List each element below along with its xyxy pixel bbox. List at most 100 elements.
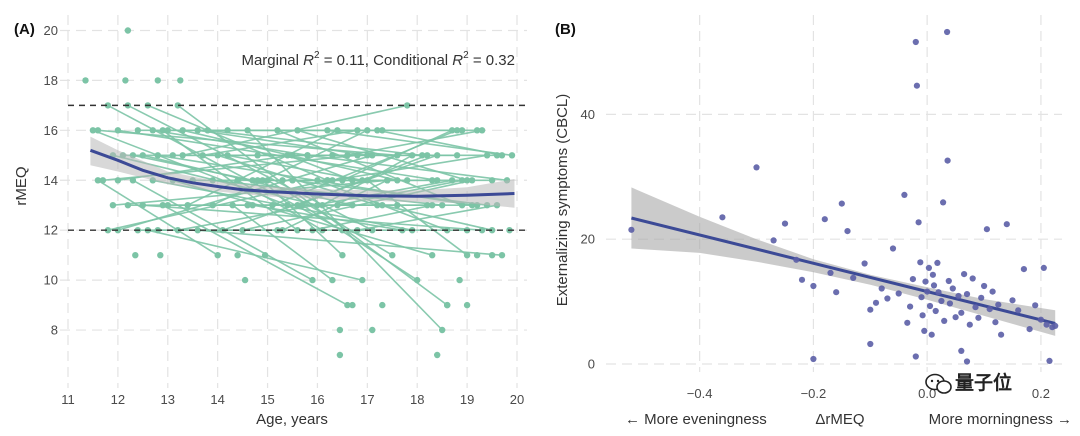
panel-a-x-tick-label: 12 [111, 392, 125, 407]
panel-a-x-tick-label: 19 [460, 392, 474, 407]
panel-a-fit-curve [89, 148, 515, 198]
panel-b-point [850, 274, 857, 281]
panel-a-point [336, 326, 344, 334]
panel-a-point [104, 102, 112, 109]
panel-a-point [157, 252, 164, 259]
panel-a-point [139, 152, 146, 159]
panel-a-point [174, 102, 181, 109]
panel-a-point [164, 202, 171, 209]
panel-a-point [439, 202, 446, 209]
panel-b-point [1032, 302, 1039, 309]
panel-a-point [498, 252, 506, 259]
panel-b-point [919, 312, 926, 319]
panel-a-point [194, 127, 201, 134]
panel-b-point [861, 260, 868, 267]
panel-a-point [179, 127, 186, 134]
panel-a-point [114, 127, 122, 134]
panel-a-x-tick-label: 20 [510, 392, 524, 407]
panel-a-point [409, 152, 416, 159]
panel-a-trajectory-line [312, 204, 433, 231]
panel-b-point [872, 299, 880, 306]
panel-a-trajectory-line [297, 129, 468, 182]
panel-a-point [394, 152, 401, 159]
panel-a-trajectory-line [332, 154, 488, 182]
panel-a-trajectory-line [232, 204, 333, 281]
panel-a-tick-labels: 11 12 13 14 15 16 17 18 19 20 8 10 12 14 16 18 20 [44, 23, 525, 407]
panel-a-point [289, 152, 296, 159]
panel-a-point [453, 127, 461, 134]
panel-b-point [961, 271, 968, 278]
panel-a-point [473, 252, 481, 259]
panel-a-y-tick-label: 18 [44, 73, 58, 88]
panel-a-point [214, 252, 221, 259]
panel-b-point [909, 276, 917, 283]
panel-b-point [753, 164, 760, 171]
panel-b-point [992, 319, 999, 326]
panel-b-point [955, 292, 962, 300]
panel-a-point [434, 152, 441, 159]
panel-b-point [978, 294, 985, 301]
panel-b-point [1003, 221, 1010, 228]
panel-a-trajectory-line [197, 229, 503, 256]
panel-a-point [404, 102, 411, 109]
panel-b-tick-labels: −0.4 −0.2 0.0 0.2 0 20 40 [581, 107, 1050, 401]
panel-a-point [324, 177, 331, 184]
panel-a-point [334, 202, 341, 209]
panel-a-point [254, 177, 261, 184]
panel-a-point [249, 177, 256, 184]
panel-a-point [429, 252, 436, 259]
panel-b-point [941, 317, 948, 324]
panel-a-trajectory-line [357, 204, 498, 231]
panel-a-point [224, 127, 231, 134]
panel-a-trajectory-line [302, 204, 418, 281]
panel-b-point [1009, 297, 1016, 304]
panel-a-point [199, 152, 206, 159]
panel-a-trajectory-line [207, 129, 423, 157]
panel-a-point [488, 177, 496, 184]
panel-a-point [339, 177, 346, 184]
panel-b-point [940, 199, 947, 206]
panel-a-point [468, 177, 476, 184]
panel-a-point [329, 177, 336, 184]
watermark: 量子位 [925, 371, 1012, 394]
panel-a-point [374, 127, 381, 134]
panel-a-trajectory-line [202, 129, 358, 157]
panel-a-point [284, 202, 291, 209]
panel-a-point [324, 127, 331, 134]
panel-a-point [249, 202, 256, 209]
panel-a-point [448, 127, 456, 134]
panel-a-point [434, 177, 441, 184]
panel-a-point [94, 127, 102, 134]
panel-b-point [912, 38, 919, 46]
panel-b-x-axis-title: ΔrMEQ [815, 411, 864, 428]
panel-b-x-tick-label: 0.0 [918, 386, 936, 401]
panel-b-point [917, 259, 924, 266]
panel-a-trajectory-line [162, 129, 298, 231]
panel-b-point [926, 302, 934, 310]
panel-a-point [456, 276, 463, 284]
wechat-icon [925, 373, 952, 394]
panel-b-point [935, 289, 942, 296]
panel-a-point [374, 202, 381, 209]
panel-a-point [369, 227, 376, 234]
panel-b-point [884, 295, 891, 302]
panel-b-point [810, 282, 817, 290]
panel-a-point [319, 202, 326, 209]
panel-b-point [1043, 321, 1050, 328]
panel-a-point [488, 252, 496, 259]
panel-a-point [304, 152, 311, 159]
panel-b-point [963, 291, 971, 298]
panel-a-y-tick-label: 12 [44, 223, 58, 238]
panel-b-point [981, 282, 988, 290]
panel-a-point [349, 177, 356, 184]
panel-a-x-tick-label: 16 [310, 392, 324, 407]
panel-a-point [463, 252, 471, 259]
panel-a-point [184, 202, 191, 209]
panel-a-point [359, 177, 366, 184]
panel-a-point [294, 227, 301, 234]
panel-b-point [944, 157, 951, 164]
panel-b-point [793, 256, 800, 263]
panel-a-point [364, 177, 371, 184]
